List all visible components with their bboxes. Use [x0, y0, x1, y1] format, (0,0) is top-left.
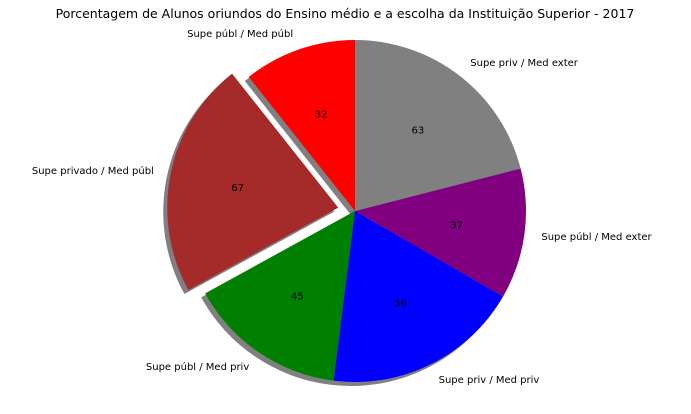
pie-wedges: [167, 40, 526, 382]
slice-label-supe-privado-med-publ: Supe privado / Med públ: [32, 165, 154, 177]
slice-supe-priv-med-exter: [355, 40, 521, 211]
slice-supe-priv-med-priv: [333, 211, 504, 382]
slice-supe-publ-med-publ: [248, 40, 355, 211]
slice-value-supe-priv-med-priv: 56: [394, 298, 407, 309]
slice-value-supe-priv-med-exter: 63: [412, 125, 425, 136]
slice-supe-publ-med-exter: [355, 168, 526, 297]
slice-value-supe-publ-med-exter: 37: [450, 220, 463, 231]
slice-value-supe-privado-med-publ: 67: [231, 183, 244, 194]
chart-title: Porcentagem de Alunos oriundos do Ensino…: [56, 6, 635, 21]
slice-label-supe-priv-med-priv: Supe priv / Med priv: [439, 375, 540, 386]
slice-label-supe-publ-med-publ: Supe públ / Med públ: [187, 28, 293, 40]
slice-label-supe-priv-med-exter: Supe priv / Med exter: [470, 58, 579, 69]
slice-value-supe-publ-med-priv: 45: [291, 291, 304, 302]
slice-value-supe-publ-med-publ: 32: [315, 110, 328, 121]
slice-supe-privado-med-publ: [167, 73, 339, 290]
slice-label-supe-publ-med-exter: Supe públ / Med exter: [541, 231, 652, 243]
slice-label-supe-publ-med-priv: Supe públ / Med priv: [146, 361, 249, 373]
slice-supe-publ-med-priv: [205, 211, 355, 381]
pie-labels: 32 Supe públ / Med públ 67 Supe privado / M…: [32, 28, 653, 386]
